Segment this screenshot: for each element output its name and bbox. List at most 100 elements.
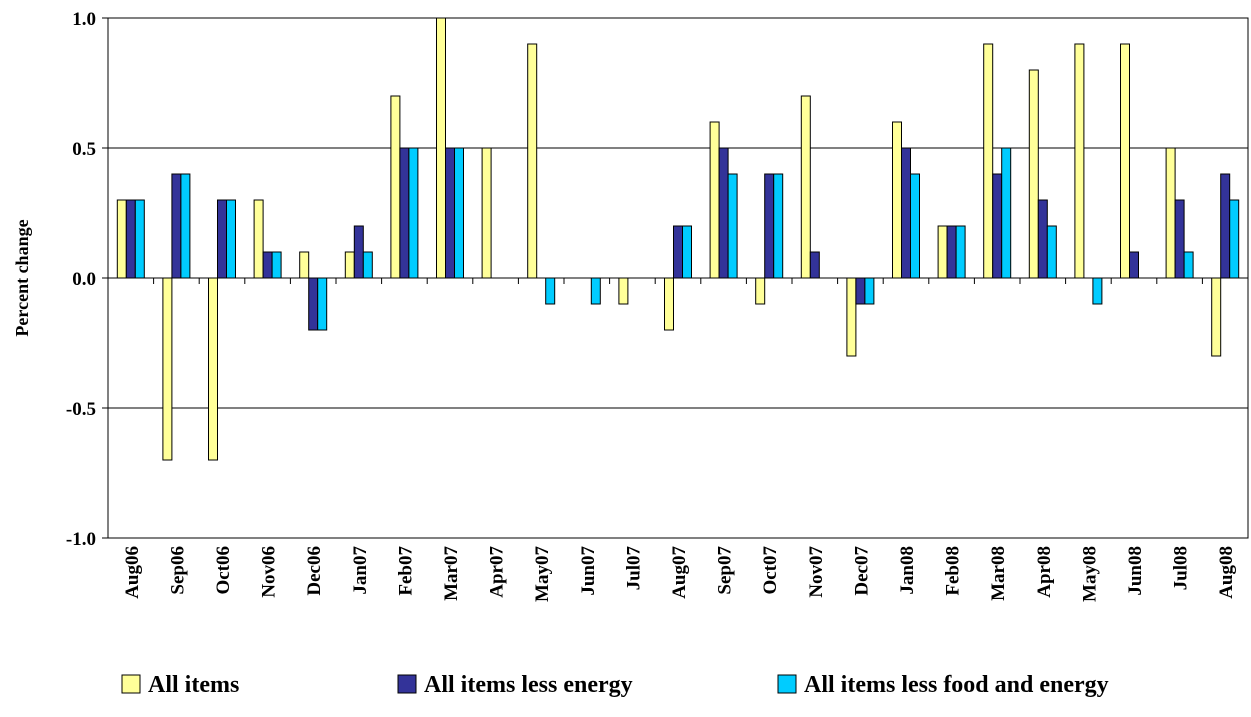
bar (317, 277, 328, 331)
bar (436, 17, 446, 279)
x-tick-label: Jan07 (350, 546, 371, 595)
bar (846, 277, 857, 357)
bar (527, 43, 538, 279)
legend-label: All items less energy (424, 672, 633, 698)
bars-layer (116, 17, 1240, 461)
bar (590, 277, 601, 305)
bar (362, 251, 373, 279)
bar (308, 277, 319, 331)
bar (800, 95, 811, 279)
bar (809, 251, 820, 279)
y-tick-label: 0.0 (72, 269, 96, 290)
bar (171, 173, 182, 279)
bar (299, 251, 310, 279)
x-tick-label: Dec06 (304, 546, 325, 596)
bar (134, 199, 145, 279)
bar (901, 147, 911, 279)
x-tick-label: Aug08 (1216, 546, 1237, 599)
x-tick-label: Sep06 (167, 546, 188, 595)
bar (1183, 251, 1194, 279)
bar (1220, 173, 1231, 279)
x-tick-label: Oct06 (213, 546, 234, 595)
bar (353, 225, 364, 279)
bar (1211, 277, 1222, 357)
bar (1046, 225, 1057, 279)
legend: All items All items less energy All items … (121, 672, 1109, 698)
bar (955, 225, 966, 279)
legend-label: All items (148, 672, 239, 698)
bar (399, 147, 410, 279)
y-tick-label: -1.0 (66, 529, 96, 550)
y-tick-label: 1.0 (72, 9, 96, 30)
legend-label: All items less food and energy (804, 672, 1109, 698)
x-tick-label: May07 (532, 546, 553, 602)
bar (910, 173, 920, 279)
x-tick-label: Nov06 (259, 546, 280, 598)
bar (682, 225, 692, 279)
bar (773, 173, 784, 279)
bar (262, 251, 273, 279)
bar (673, 225, 683, 279)
legend-swatch (121, 674, 141, 694)
bar (208, 277, 218, 461)
bar (1074, 43, 1085, 279)
x-tick-label: Feb08 (943, 546, 964, 596)
bar (1037, 199, 1048, 279)
bar (253, 199, 264, 279)
x-tick-label: Jun08 (1125, 546, 1146, 596)
x-tick-label: Aug06 (122, 546, 143, 599)
y-tick-label: -0.5 (66, 399, 96, 420)
bar (855, 277, 866, 305)
bar (116, 199, 127, 279)
bar (162, 277, 173, 461)
x-tick-label: Sep07 (715, 546, 736, 595)
bar (1001, 147, 1012, 279)
bar (1092, 277, 1103, 305)
bar (271, 251, 282, 279)
legend-swatch (397, 674, 417, 694)
x-tick-label: Dec07 (851, 546, 872, 596)
bar (445, 147, 455, 279)
x-tick-label: Apr08 (1034, 546, 1055, 598)
y-tick-label: 0.5 (72, 139, 96, 160)
x-tick-label: Jul07 (623, 546, 644, 591)
bar (125, 199, 136, 279)
bar (481, 147, 492, 279)
bar (1165, 147, 1176, 279)
x-tick-label: Apr07 (487, 546, 508, 598)
bar (718, 147, 729, 279)
bar (709, 121, 720, 279)
bar (1229, 199, 1240, 279)
bar (1174, 199, 1185, 279)
bar (226, 199, 236, 279)
bar (983, 43, 994, 279)
x-tick-label: Mar08 (988, 546, 1009, 601)
bar (545, 277, 556, 305)
x-tick-label: Nov07 (806, 546, 827, 598)
bar (992, 173, 1003, 279)
bar (755, 277, 766, 305)
bar (180, 173, 191, 279)
x-tick-label: Aug07 (669, 546, 690, 599)
x-tick-label: Jun07 (578, 546, 599, 596)
bar (946, 225, 957, 279)
x-tick-label: Oct07 (760, 546, 781, 595)
bar (618, 277, 629, 305)
y-axis-title: Percent change (12, 219, 32, 336)
bar (664, 277, 674, 331)
bar (1028, 69, 1039, 279)
axes-layer: 1.0 0.5 0.0 -0.5 -1.0 Aug06 Sep06 Oct06 Nov06 Dec… (66, 9, 1249, 602)
bar (727, 173, 738, 279)
bar (217, 199, 227, 279)
x-tick-label: Jul08 (1171, 546, 1192, 590)
x-tick-label: Mar07 (441, 546, 462, 601)
x-tick-label: Feb07 (395, 546, 416, 596)
bar (408, 147, 419, 279)
bar (390, 95, 401, 279)
bar (1120, 43, 1130, 279)
bar (864, 277, 875, 305)
x-tick-label: Jan08 (897, 546, 918, 595)
bar (344, 251, 355, 279)
